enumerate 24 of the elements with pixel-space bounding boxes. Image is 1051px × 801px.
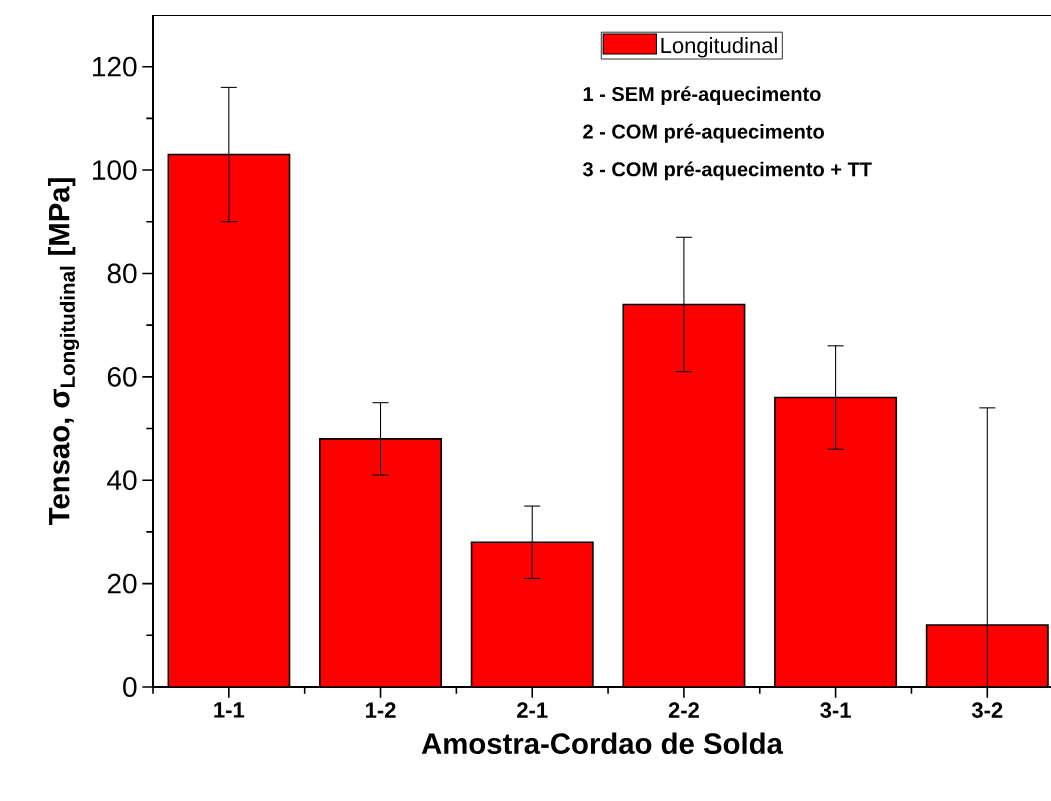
- annotation: 1 - SEM pré-aquecimento: [583, 86, 821, 106]
- y-tick-label: 20: [107, 573, 137, 594]
- y-tick-label: 40: [107, 470, 137, 491]
- y-axis-title: $\textbf{Tensao, σ}_{\textbf{Longitudinal}}\textbf{ [MPa]}$: [47, 178, 80, 526]
- y-tick-label: 120: [93, 56, 137, 77]
- bar: [623, 304, 745, 687]
- y-tick-label: 60: [107, 366, 137, 387]
- annotation: 3 - COM pré-aquecimento + TT: [582, 161, 872, 181]
- y-tick-label: 80: [107, 263, 137, 284]
- bar: [774, 397, 897, 687]
- x-tick-label: 1-2: [366, 702, 396, 718]
- annotation: 2 - COM pré-aquecimento: [583, 123, 824, 143]
- x-tick-label: 3-1: [820, 702, 851, 718]
- y-tick-label: 100: [93, 160, 137, 180]
- x-tick-label: 2-2: [668, 702, 699, 718]
- x-tick-label: 1-1: [214, 702, 245, 718]
- y-tick-label: 0: [123, 677, 137, 697]
- bar: [319, 438, 442, 687]
- bar: [168, 154, 290, 687]
- bar: [471, 542, 593, 687]
- x-tick-label: 3-2: [971, 702, 1003, 718]
- x-tick-label: 2-1: [517, 702, 548, 718]
- legend-label: Longitudinal: [661, 37, 777, 58]
- x-axis-title: Amostra-Cordao de Solda: [421, 732, 784, 755]
